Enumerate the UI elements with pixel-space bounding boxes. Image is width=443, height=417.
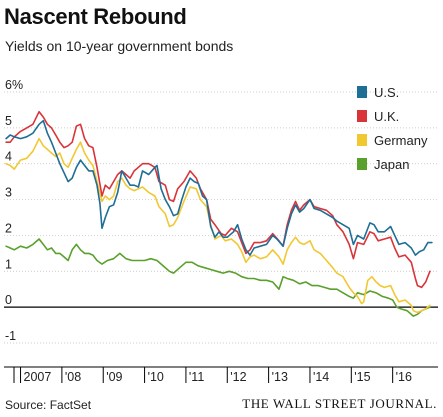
legend: U.S. U.K. Germany Japan [357, 85, 428, 172]
grid-lines [4, 91, 438, 344]
x-tick-label: '16 [396, 370, 412, 384]
legend-swatch [357, 134, 367, 146]
x-tick-label: 2007 [24, 370, 52, 384]
x-axis-labels: 2007 '08 '09 '10 '11 '12 '13 '14 '15 '16 [24, 370, 412, 384]
chart-subtitle: Yields on 10-year government bonds [5, 38, 234, 54]
x-tick-label: '09 [106, 370, 122, 384]
y-tick-label: 2 [5, 221, 12, 235]
legend-swatch [357, 86, 367, 98]
legend-label: Japan [374, 157, 409, 172]
series-line-us [5, 119, 433, 256]
y-tick-label: 3 [5, 186, 12, 200]
y-tick-label: 6% [5, 78, 23, 92]
x-tick-label: '13 [272, 370, 288, 384]
x-tick-label: '11 [189, 370, 204, 384]
y-tick-label: 1 [5, 257, 12, 271]
legend-swatch [357, 158, 367, 170]
y-tick-label: 4 [5, 150, 12, 164]
x-axis [4, 366, 438, 383]
x-tick-label: '12 [230, 370, 246, 384]
series-line-uk [5, 110, 431, 289]
legend-label: U.S. [374, 85, 399, 100]
y-tick-label: 5 [5, 114, 12, 128]
x-tick-label: '08 [65, 370, 81, 384]
series-lines [5, 110, 433, 317]
chart-title: Nascent Rebound [4, 4, 187, 29]
y-axis-labels: 6% 5 4 3 2 1 0 -1 [5, 78, 23, 343]
y-tick-label: 0 [5, 293, 12, 307]
series-line-japan [5, 238, 431, 317]
legend-label: U.K. [374, 109, 399, 124]
legend-swatch [357, 110, 367, 122]
source-note: Source: FactSet [5, 398, 92, 412]
publisher-logo: THE WALL STREET JOURNAL. [242, 396, 437, 411]
x-tick-label: '10 [148, 370, 164, 384]
x-tick-label: '15 [354, 370, 370, 384]
x-tick-label: '14 [313, 370, 329, 384]
series-line-germany [5, 137, 431, 314]
y-tick-label: -1 [5, 329, 16, 343]
legend-label: Germany [374, 133, 428, 148]
